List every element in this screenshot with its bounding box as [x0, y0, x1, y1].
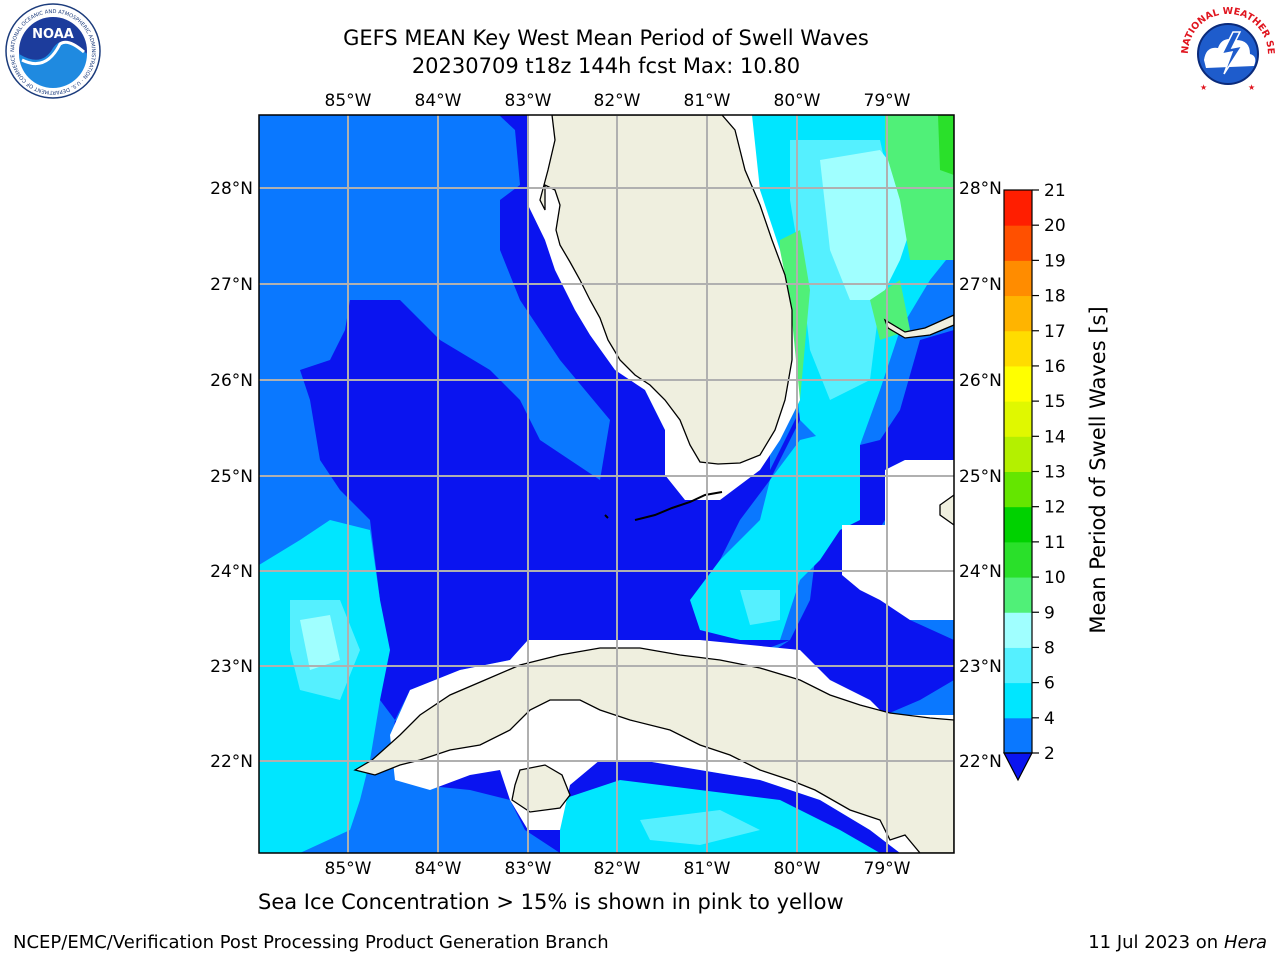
lon-label-top: 84°W	[415, 91, 462, 111]
swell-region-10-11s	[938, 115, 954, 175]
colorbar-segment	[1004, 647, 1032, 684]
lat-label-right: 23°N	[959, 657, 1002, 677]
colorbar-tick-label: 12	[1044, 498, 1066, 518]
footer-date: 11 Jul 2023 on Hera	[1088, 932, 1267, 953]
lon-label-bottom: 85°W	[325, 859, 372, 879]
chart-subtitle: 20230709 t18z 144h fcst Max: 10.80	[411, 54, 801, 78]
lon-label-top: 85°W	[325, 91, 372, 111]
lon-label-top: 82°W	[594, 91, 641, 111]
colorbar-segment	[1004, 401, 1032, 437]
lon-label-bottom: 82°W	[594, 859, 641, 879]
footer-host: Hera	[1223, 932, 1267, 953]
lat-labels-right: 28°N 27°N 26°N 25°N 24°N 23°N 22°N	[959, 179, 1002, 772]
nws-logo: NATIONAL WEATHER SERVICE ★ ★	[1178, 2, 1276, 98]
map-plot	[259, 115, 954, 853]
lat-label-left: 26°N	[210, 371, 253, 391]
colorbar-tick-label: 2	[1044, 744, 1055, 764]
lat-label-right: 27°N	[959, 275, 1002, 295]
lon-label-bottom: 83°W	[505, 859, 552, 879]
colorbar-tick-label: 15	[1044, 392, 1066, 412]
colorbar-tick-label: 6	[1044, 674, 1055, 694]
swell-region-8-9s	[300, 150, 920, 670]
colorbar-label: Mean Period of Swell Waves [s]	[1086, 306, 1110, 633]
lon-label-top: 80°W	[774, 91, 821, 111]
colorbar-segment	[1004, 190, 1032, 226]
colorbar: 2 4 6 8 9 10 11 12 13 14 15 16 17 18 19 20 21	[1003, 181, 1066, 782]
cuba-landmass	[353, 647, 954, 853]
colorbar-tick-label: 17	[1044, 322, 1066, 342]
lon-label-bottom: 81°W	[684, 859, 731, 879]
lat-label-left: 25°N	[210, 467, 253, 487]
colorbar-segment	[1004, 436, 1032, 472]
colorbar-tick-label: 16	[1044, 357, 1066, 377]
bahamas-landmass	[883, 314, 954, 526]
colorbar-tick-label: 10	[1044, 568, 1066, 588]
colorbar-extend-arrow	[1003, 752, 1033, 782]
colorbar-segment	[1004, 330, 1032, 367]
footer-date-text: 11 Jul 2023 on	[1088, 932, 1224, 953]
lon-label-bottom: 84°W	[415, 859, 462, 879]
colorbar-tick-label: 9	[1044, 603, 1055, 623]
colorbar-tick-label: 8	[1044, 638, 1055, 658]
colorbar-tick-label: 13	[1044, 463, 1066, 483]
noaa-logo: NATIONAL OCEANIC AND ATMOSPHERIC ADMINIS…	[5, 3, 101, 99]
swell-region-9-10s	[780, 115, 954, 420]
colorbar-segment	[1004, 506, 1032, 543]
colorbar-segment	[1004, 717, 1032, 754]
lat-label-right: 22°N	[959, 752, 1002, 772]
florida-landmass	[539, 115, 793, 465]
isla-de-la-juventud	[511, 764, 571, 813]
colorbar-tick-label: 21	[1044, 181, 1066, 201]
colorbar-segment	[1004, 541, 1032, 578]
lat-label-right: 24°N	[959, 562, 1002, 582]
colorbar-tick-label: 4	[1044, 709, 1055, 729]
lon-label-bottom: 79°W	[864, 859, 911, 879]
colorbar-segment	[1004, 682, 1032, 719]
lon-labels-top: 85°W 84°W 83°W 82°W 81°W 80°W 79°W	[325, 91, 911, 111]
colorbar-segment	[1004, 471, 1032, 508]
lon-labels-bottom: 85°W 84°W 83°W 82°W 81°W 80°W 79°W	[325, 859, 911, 879]
map-frame	[258, 114, 955, 854]
lat-label-left: 24°N	[210, 562, 253, 582]
colorbar-tick-label: 11	[1044, 533, 1066, 553]
noaa-logo-text: NOAA	[32, 27, 74, 42]
lat-label-left: 27°N	[210, 275, 253, 295]
swell-region-below-2s	[300, 115, 954, 853]
chart-title: GEFS MEAN Key West Mean Period of Swell …	[343, 26, 869, 50]
colorbar-segment	[1004, 225, 1032, 261]
lat-label-right: 26°N	[959, 371, 1002, 391]
map-gridlines	[259, 115, 954, 853]
lon-label-bottom: 80°W	[774, 859, 821, 879]
sea-ice-note: Sea Ice Concentration > 15% is shown in …	[258, 890, 844, 914]
colorbar-segment	[1004, 260, 1032, 297]
colorbar-tick-label: 20	[1044, 216, 1066, 236]
lat-label-left: 23°N	[210, 657, 253, 677]
lat-label-right: 28°N	[959, 179, 1002, 199]
colorbar-segment	[1004, 365, 1032, 402]
colorbar-tick-label: 18	[1044, 287, 1066, 307]
colorbar-tick-label: 19	[1044, 251, 1066, 271]
lat-label-left: 28°N	[210, 179, 253, 199]
lat-label-left: 22°N	[210, 752, 253, 772]
lat-label-right: 25°N	[959, 467, 1002, 487]
lat-labels-left: 28°N 27°N 26°N 25°N 24°N 23°N 22°N	[210, 179, 253, 772]
colorbar-segment	[1004, 577, 1032, 613]
colorbar-segment	[1004, 295, 1032, 332]
footer-branch: NCEP/EMC/Verification Post Processing Pr…	[13, 932, 609, 953]
lon-label-top: 83°W	[505, 91, 552, 111]
svg-text:★: ★	[1200, 83, 1207, 92]
lon-label-top: 81°W	[684, 91, 731, 111]
colorbar-tick-label: 14	[1044, 427, 1066, 447]
lon-label-top: 79°W	[864, 91, 911, 111]
colorbar-segment	[1004, 612, 1032, 648]
svg-text:★: ★	[1248, 83, 1255, 92]
